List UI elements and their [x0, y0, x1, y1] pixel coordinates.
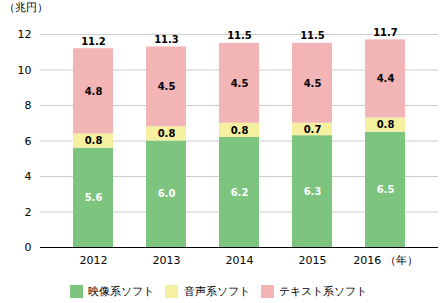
svg-text:11.5: 11.5	[300, 30, 325, 41]
svg-text:2016 （年）: 2016 （年）	[353, 254, 418, 267]
html-text:映像系ソフト: 映像系ソフト	[88, 285, 155, 298]
svg-text:6: 6	[25, 135, 32, 148]
svg-text:0.8: 0.8	[85, 135, 103, 146]
svg-text:11.7: 11.7	[373, 27, 398, 38]
svg-text:2013: 2013	[153, 254, 181, 267]
svg-text:0.8: 0.8	[377, 119, 395, 130]
svg-text:12: 12	[18, 28, 32, 41]
svg-text:0: 0	[25, 241, 32, 254]
svg-text:4.5: 4.5	[158, 81, 176, 92]
svg-text:0.7: 0.7	[304, 124, 322, 135]
svg-text:4.5: 4.5	[231, 78, 249, 89]
svg-text:8: 8	[25, 99, 32, 112]
html-text:テキスト系ソフト: テキスト系ソフト	[279, 285, 368, 298]
svg-text:（兆円）: （兆円）	[4, 1, 48, 14]
svg-text:6.3: 6.3	[304, 186, 322, 197]
svg-text:4.4: 4.4	[377, 73, 395, 84]
html-text:音声系ソフト: 音声系ソフト	[183, 285, 250, 298]
svg-text:6.0: 6.0	[158, 188, 176, 199]
svg-text:6.2: 6.2	[231, 187, 249, 198]
svg-text:11.5: 11.5	[227, 30, 252, 41]
svg-text:10: 10	[18, 64, 32, 77]
svg-text:4.8: 4.8	[85, 86, 103, 97]
svg-text:2014: 2014	[226, 254, 254, 267]
svg-text:11.3: 11.3	[154, 34, 179, 45]
svg-text:2015: 2015	[299, 254, 327, 267]
svg-text:5.6: 5.6	[85, 192, 103, 203]
svg-text:11.2: 11.2	[81, 36, 106, 47]
svg-text:4: 4	[25, 170, 32, 183]
svg-text:2012: 2012	[80, 254, 108, 267]
svg-text:6.5: 6.5	[377, 184, 395, 195]
svg-text:0.8: 0.8	[231, 125, 249, 136]
svg-text:2: 2	[25, 206, 32, 219]
svg-text:4.5: 4.5	[304, 78, 322, 89]
svg-text:0.8: 0.8	[158, 128, 176, 139]
